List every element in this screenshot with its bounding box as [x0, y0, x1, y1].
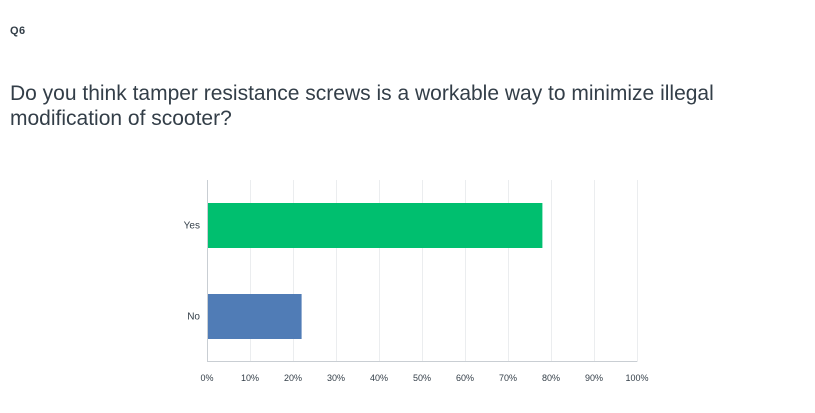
question-number: Q6: [10, 25, 26, 37]
x-tick-label: 0%: [200, 373, 213, 383]
chart-bars: [208, 203, 543, 339]
x-tick-labels: 0% 10% 20% 30% 40% 50% 60% 70% 80% 90% 100%: [200, 373, 648, 383]
category-label-yes: Yes: [184, 221, 200, 232]
question-text: Do you think tamper resistance screws is…: [10, 82, 714, 130]
x-tick-label: 60%: [456, 373, 474, 383]
bar-no: [208, 294, 302, 339]
x-tick-label: 90%: [585, 373, 603, 383]
x-tick-label: 10%: [241, 373, 259, 383]
x-tick-label: 40%: [370, 373, 388, 383]
x-tick-label: 30%: [327, 373, 345, 383]
x-tick-label: 80%: [542, 373, 560, 383]
x-tick-label: 50%: [413, 373, 431, 383]
bar-yes: [208, 203, 543, 248]
x-tick-label: 20%: [284, 373, 302, 383]
category-label-no: No: [187, 312, 200, 323]
category-labels: Yes No: [184, 221, 201, 323]
x-tick-label: 100%: [625, 373, 648, 383]
x-tick-label: 70%: [499, 373, 517, 383]
